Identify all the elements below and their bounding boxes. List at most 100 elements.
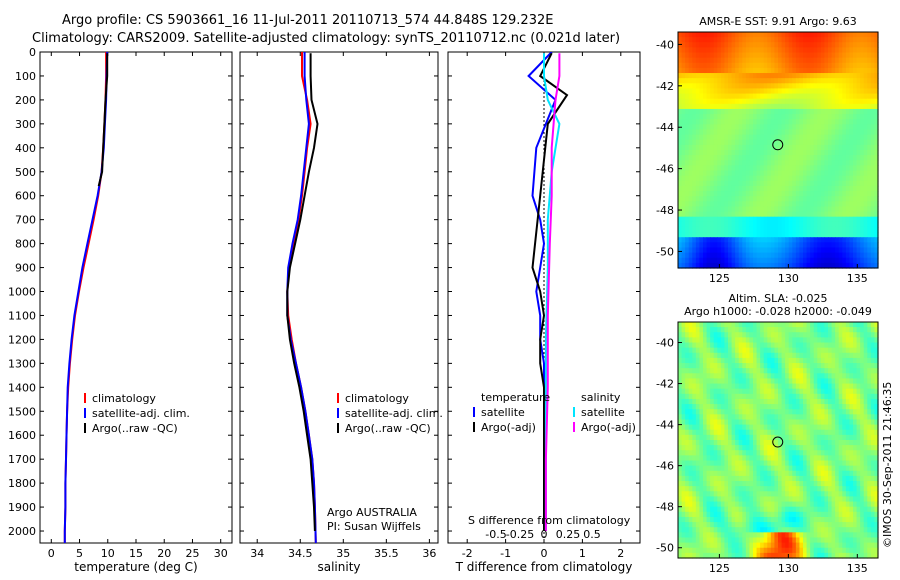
heatmap-cell bbox=[785, 62, 790, 69]
heatmap-cell bbox=[706, 322, 711, 328]
heatmap-cell bbox=[810, 378, 815, 385]
heatmap-cell bbox=[753, 73, 758, 79]
heatmap-cell bbox=[720, 144, 726, 151]
heatmap-cell bbox=[842, 501, 847, 508]
heatmap-cell bbox=[824, 465, 829, 472]
heatmap-cell bbox=[838, 155, 843, 161]
heatmap-cell bbox=[724, 434, 729, 441]
heatmap-cell bbox=[699, 383, 704, 390]
heatmap-cell bbox=[770, 206, 776, 213]
heatmap-cell bbox=[695, 108, 701, 115]
heatmap-cell bbox=[842, 62, 847, 69]
heatmap-cell bbox=[828, 491, 833, 498]
heatmap-cell bbox=[735, 62, 740, 69]
heatmap-cell bbox=[856, 460, 861, 467]
heatmap-cell bbox=[863, 32, 868, 38]
heatmap-cell bbox=[745, 180, 751, 187]
heatmap-cell bbox=[788, 347, 793, 354]
heatmap-cell bbox=[774, 501, 779, 508]
heatmap-cell bbox=[795, 211, 801, 218]
heatmap-cell bbox=[728, 165, 733, 172]
heatmap-cell bbox=[806, 206, 811, 213]
heatmap-cell bbox=[835, 373, 840, 380]
heatmap-cell bbox=[778, 62, 783, 69]
heatmap-cell bbox=[781, 139, 786, 146]
heatmap-cell bbox=[695, 516, 701, 523]
heatmap-cell bbox=[778, 424, 783, 431]
heatmap-cell bbox=[778, 170, 783, 177]
heatmap-cell bbox=[728, 445, 733, 451]
heatmap-cell bbox=[817, 170, 822, 177]
heatmap-cell bbox=[813, 388, 818, 395]
heatmap-cell bbox=[760, 357, 765, 364]
heatmap-cell bbox=[853, 322, 858, 328]
heatmap-cell bbox=[706, 455, 711, 462]
heatmap-cell bbox=[792, 393, 797, 400]
heatmap-cell bbox=[753, 42, 758, 48]
heatmap-cell bbox=[824, 242, 829, 249]
heatmap-cell bbox=[863, 262, 868, 269]
heatmap-cell bbox=[853, 450, 858, 456]
heatmap-cell bbox=[706, 465, 711, 472]
heatmap-cell bbox=[849, 470, 854, 477]
heatmap-cell bbox=[788, 185, 793, 192]
heatmap-cell bbox=[799, 150, 804, 156]
heatmap-cell bbox=[842, 57, 847, 64]
heatmap-cell bbox=[774, 363, 779, 369]
heatmap-cell bbox=[742, 383, 747, 390]
heatmap-cell bbox=[749, 165, 754, 172]
heatmap-cell bbox=[792, 83, 797, 90]
heatmap-cell bbox=[795, 201, 801, 208]
heatmap-cell bbox=[835, 511, 840, 518]
heatmap-cell bbox=[849, 37, 854, 43]
heatmap-cell bbox=[778, 257, 783, 264]
heatmap-cell bbox=[795, 93, 801, 100]
heatmap-cell bbox=[749, 103, 754, 110]
heatmap-cell bbox=[845, 216, 851, 223]
heatmap-cell bbox=[867, 47, 872, 54]
heatmap-cell bbox=[831, 42, 836, 48]
heatmap-cell bbox=[838, 388, 843, 395]
heatmap-cell bbox=[720, 322, 726, 328]
heatmap-cell bbox=[724, 108, 729, 115]
heatmap-cell bbox=[853, 327, 858, 333]
heatmap-cell bbox=[856, 37, 861, 43]
heatmap-cell bbox=[692, 57, 697, 64]
heatmap-cell bbox=[745, 424, 751, 431]
heatmap-cell bbox=[874, 342, 879, 349]
heatmap-cell bbox=[735, 511, 740, 518]
heatmap-cell bbox=[763, 124, 768, 131]
heatmap-cell bbox=[842, 481, 847, 487]
heatmap-cell bbox=[703, 144, 708, 151]
heatmap-cell bbox=[756, 511, 761, 518]
heatmap-cell bbox=[792, 150, 797, 156]
heatmap-cell bbox=[820, 363, 826, 369]
heatmap-cell bbox=[724, 398, 729, 405]
heatmap-cell bbox=[717, 83, 722, 90]
heatmap-cell bbox=[713, 414, 718, 421]
heatmap-cell bbox=[717, 516, 722, 523]
heatmap-cell bbox=[874, 216, 879, 223]
heatmap-cell bbox=[838, 108, 843, 115]
heatmap-cell bbox=[853, 119, 858, 125]
heatmap-cell bbox=[685, 511, 690, 518]
heatmap-cell bbox=[806, 429, 811, 436]
heatmap-cell bbox=[785, 191, 790, 197]
heatmap-cell bbox=[767, 414, 772, 421]
heatmap-cell bbox=[842, 475, 847, 482]
heatmap-cell bbox=[681, 78, 686, 84]
heatmap-cell bbox=[863, 347, 868, 354]
heatmap-cell bbox=[738, 144, 743, 151]
heatmap-cell bbox=[863, 257, 868, 264]
heatmap-cell bbox=[788, 232, 793, 238]
heatmap-cell bbox=[845, 108, 851, 115]
heatmap-cell bbox=[842, 232, 847, 238]
heatmap-cell bbox=[710, 332, 715, 338]
heatmap-cell bbox=[738, 393, 743, 400]
heatmap-cell bbox=[678, 150, 683, 156]
heatmap-cell bbox=[685, 322, 690, 328]
heatmap-cell bbox=[756, 475, 761, 482]
heatmap-cell bbox=[853, 393, 858, 400]
heatmap-cell bbox=[720, 139, 726, 146]
heatmap-cell bbox=[699, 226, 704, 233]
